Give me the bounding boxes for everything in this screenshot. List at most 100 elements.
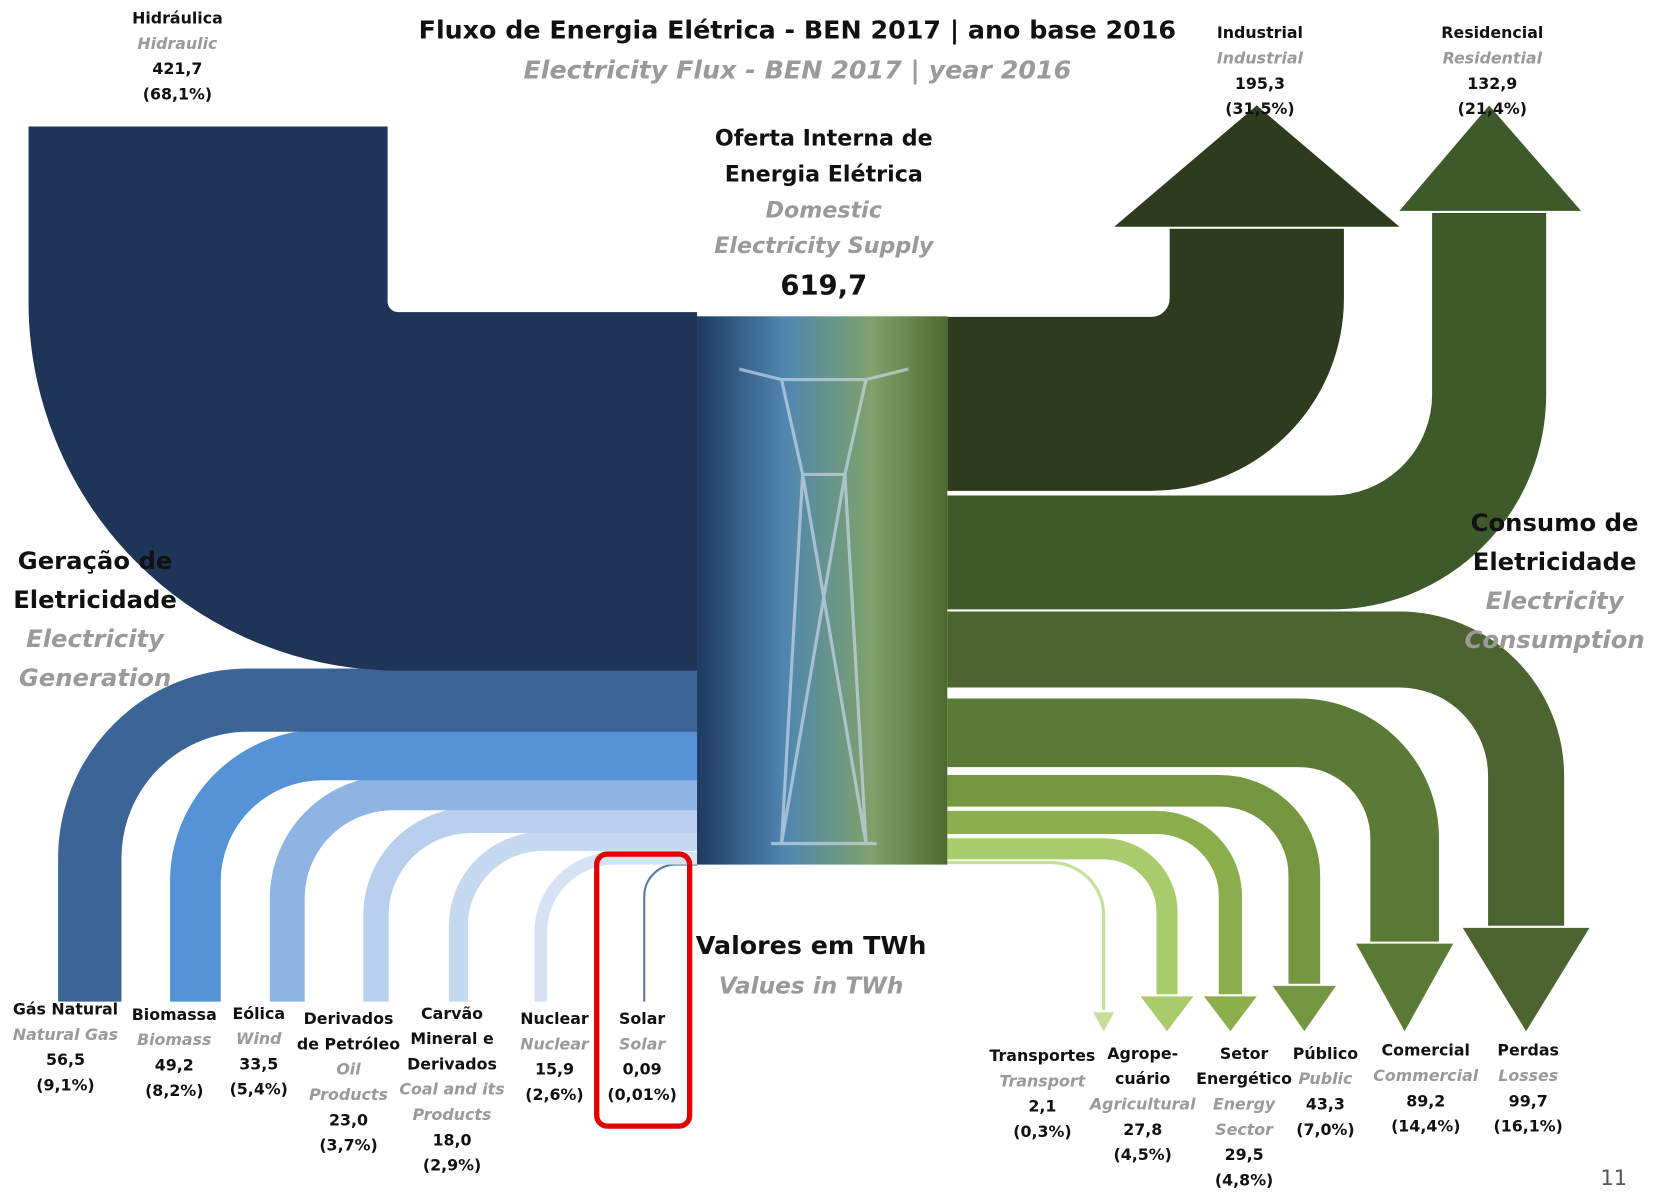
- value: 0,09: [623, 1060, 662, 1079]
- share: (0,3%): [1013, 1122, 1071, 1141]
- flow: [534, 851, 698, 1002]
- share: (8,2%): [145, 1081, 203, 1100]
- units-label-en: Values in TWh: [719, 972, 904, 999]
- label: Eletricidade: [1473, 547, 1637, 576]
- label-en: Products: [413, 1105, 492, 1124]
- share: (3,7%): [319, 1136, 377, 1155]
- label-en: Energy: [1213, 1095, 1276, 1114]
- share: (4,8%): [1215, 1170, 1273, 1189]
- value: 23,0: [329, 1110, 368, 1129]
- arrow-head: [1114, 105, 1400, 227]
- label: Público: [1293, 1044, 1358, 1063]
- arrow-head: [1093, 1012, 1115, 1032]
- arrow-head: [1462, 927, 1590, 1032]
- label-en: Natural Gas: [13, 1025, 118, 1044]
- share: (7,0%): [1296, 1120, 1354, 1139]
- value: 27,8: [1123, 1120, 1162, 1139]
- share: (31,5%): [1225, 99, 1294, 118]
- share: (2,6%): [525, 1085, 583, 1104]
- share: (14,4%): [1391, 1117, 1460, 1136]
- value: 99,7: [1509, 1091, 1548, 1110]
- label: Hidráulica: [132, 8, 223, 27]
- flow: [58, 668, 698, 1002]
- label-en: Consumption: [1465, 625, 1645, 654]
- flow: [947, 860, 1106, 1011]
- label: Comercial: [1382, 1041, 1470, 1060]
- value: 2,1: [1028, 1097, 1056, 1116]
- value: 89,2: [1406, 1091, 1445, 1110]
- value: 33,5: [239, 1054, 278, 1073]
- label: Energético: [1196, 1069, 1292, 1088]
- label-en: Domestic: [766, 197, 882, 223]
- flow: [947, 810, 1242, 995]
- flow: [448, 831, 698, 1002]
- flow: [947, 698, 1439, 942]
- label: Perdas: [1497, 1041, 1559, 1060]
- label-en: Transport: [999, 1071, 1086, 1090]
- value: 18,0: [432, 1130, 471, 1149]
- value: 619,7: [780, 270, 867, 301]
- arrow-head: [1203, 996, 1257, 1032]
- label: Mineral e: [410, 1029, 493, 1048]
- tower: [738, 367, 909, 846]
- label: Gás Natural: [13, 1000, 118, 1019]
- share: (68,1%): [143, 84, 212, 103]
- flow: [643, 863, 698, 1002]
- value: 49,2: [155, 1055, 194, 1074]
- share: (4,5%): [1114, 1145, 1172, 1164]
- label: Derivados: [304, 1009, 394, 1028]
- label-en: Oil: [336, 1060, 361, 1079]
- share: (5,4%): [230, 1080, 288, 1099]
- value: 421,7: [152, 59, 202, 78]
- flow: [28, 126, 698, 671]
- label-en: Wind: [236, 1029, 282, 1048]
- value: 29,5: [1225, 1145, 1264, 1164]
- label: Carvão: [421, 1004, 483, 1023]
- label-en: Agricultural: [1088, 1095, 1196, 1114]
- label: Transportes: [989, 1046, 1095, 1065]
- value: 43,3: [1306, 1095, 1345, 1114]
- flow: [947, 228, 1344, 491]
- share: (9,1%): [36, 1076, 94, 1095]
- subtitle: Electricity Flux - BEN 2017 | year 2016: [523, 55, 1071, 85]
- share: (16,1%): [1494, 1117, 1563, 1136]
- value: 56,5: [46, 1050, 85, 1069]
- flow: [947, 611, 1565, 926]
- label-en: Nuclear: [520, 1034, 590, 1053]
- flow: [947, 838, 1178, 995]
- label: Setor: [1220, 1044, 1269, 1063]
- label-en: Electricity: [26, 624, 165, 653]
- label: Consumo de: [1471, 508, 1639, 537]
- label: Residencial: [1441, 23, 1543, 42]
- page-number: 11: [1600, 1165, 1627, 1190]
- label: Geração de: [18, 546, 173, 575]
- label: Solar: [619, 1009, 665, 1028]
- label: Eólica: [232, 1004, 285, 1023]
- flow: [947, 212, 1547, 610]
- label-en: Commercial: [1373, 1066, 1478, 1085]
- label: Biomassa: [132, 1005, 217, 1024]
- share: (0,01%): [607, 1085, 676, 1104]
- label-en: Generation: [19, 663, 171, 692]
- label: de Petróleo: [297, 1034, 400, 1053]
- label-en: Electricity: [1486, 586, 1625, 615]
- label-en: Coal and its: [399, 1080, 504, 1099]
- label-en: Solar: [619, 1034, 666, 1053]
- value: 195,3: [1235, 74, 1285, 93]
- label-en: Public: [1298, 1069, 1352, 1088]
- label: Oferta Interna de: [715, 126, 933, 152]
- flow: [947, 774, 1321, 984]
- label-en: Electricity Supply: [714, 233, 935, 259]
- label: Agrope-: [1107, 1044, 1178, 1063]
- arrow-head: [1140, 996, 1194, 1032]
- label: Derivados: [407, 1054, 497, 1073]
- label: Energia Elétrica: [725, 162, 923, 188]
- arrow-head: [1272, 985, 1336, 1032]
- share: (21,4%): [1458, 99, 1527, 118]
- flow: [363, 807, 698, 1002]
- label-en: Biomass: [137, 1030, 211, 1049]
- highlight-box: [594, 851, 693, 1129]
- arrow-head: [1356, 943, 1454, 1032]
- share: (2,9%): [423, 1156, 481, 1175]
- units-label: Valores em TWh: [696, 930, 927, 960]
